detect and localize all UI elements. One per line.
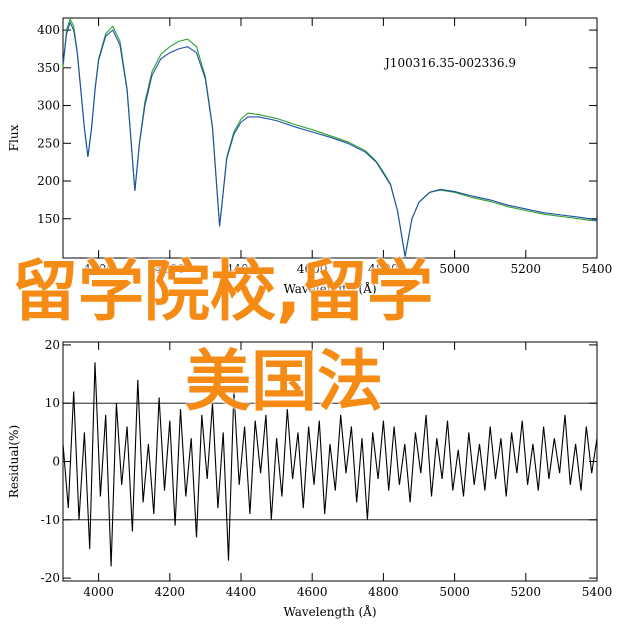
data-line — [62, 20, 598, 257]
y-tick-label: 10 — [45, 396, 60, 410]
y-axis-title: Residual(%) — [7, 425, 21, 498]
x-tick-label: 5000 — [439, 585, 470, 599]
y-tick-label: -10 — [41, 513, 60, 527]
x-tick-label: 5000 — [439, 262, 470, 276]
y-tick-label: 250 — [37, 136, 60, 150]
x-axis-title: Wavelength (Å) — [283, 604, 376, 619]
y-tick-label: 20 — [45, 338, 60, 352]
y-tick-label: -20 — [41, 571, 60, 585]
x-tick-label: 4200 — [155, 262, 186, 276]
x-tick-label: 4200 — [155, 585, 186, 599]
y-tick-label: 300 — [37, 99, 60, 113]
x-tick-label: 4400 — [226, 585, 257, 599]
overlay-text: 留学院校,留学 — [12, 253, 434, 330]
y-tick-label: 350 — [37, 61, 60, 75]
x-tick-label: 4000 — [83, 262, 114, 276]
x-tick-label: 4600 — [297, 262, 328, 276]
plot-frame — [62, 17, 598, 259]
overlay-text: 美国法 — [185, 343, 383, 420]
x-tick-label: 5200 — [511, 262, 542, 276]
y-tick-label: 0 — [52, 455, 60, 469]
y-tick-label: 200 — [37, 174, 60, 188]
y-tick-label: 150 — [37, 212, 60, 226]
x-tick-label: 4800 — [368, 262, 399, 276]
y-axis-title: Flux — [7, 124, 21, 151]
data-line — [62, 362, 598, 567]
x-tick-label: 5400 — [582, 262, 613, 276]
x-tick-label: 4600 — [297, 585, 328, 599]
x-tick-label: 4800 — [368, 585, 399, 599]
x-tick-label: 5400 — [582, 585, 613, 599]
y-tick-label: 400 — [37, 23, 60, 37]
annotation: J100316.35-002336.9 — [383, 56, 516, 70]
x-tick-label: 4000 — [83, 585, 114, 599]
x-axis-title: Wavelength (Å) — [283, 281, 376, 296]
x-tick-label: 4400 — [226, 262, 257, 276]
x-tick-label: 5200 — [511, 585, 542, 599]
